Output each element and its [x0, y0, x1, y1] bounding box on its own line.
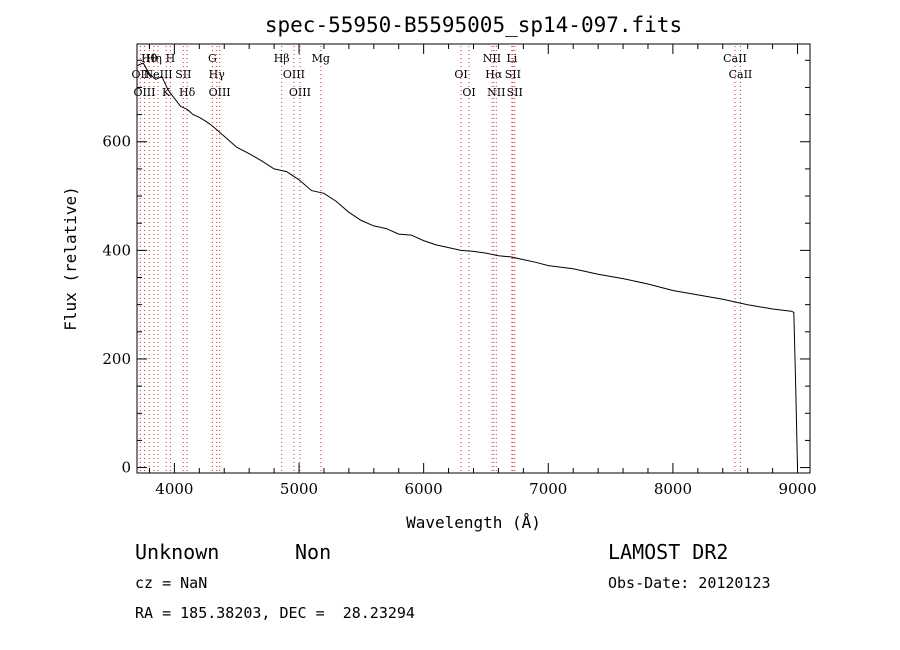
emission-line-label: Hα	[485, 68, 503, 81]
emission-line-label: CaII	[723, 52, 747, 65]
emission-line-label: OIII	[289, 86, 311, 99]
emission-line-label: CaII	[729, 68, 753, 81]
emission-line-label: OIII	[283, 68, 305, 81]
x-tick-label: 6000	[405, 480, 443, 498]
survey-name: LAMOST DR2	[608, 540, 729, 564]
emission-line-label: Hγ	[209, 68, 226, 81]
plot-frame	[136, 43, 811, 474]
x-tick-label: 7000	[529, 480, 567, 498]
object-class: Unknown	[135, 540, 220, 564]
x-tick-label: 8000	[654, 480, 692, 498]
emission-line-label: Li	[506, 52, 517, 65]
emission-line-label: SII	[175, 68, 191, 81]
emission-line-label: SII	[507, 86, 523, 99]
emission-line-label: Hη	[146, 52, 162, 65]
x-tick-label: 5000	[280, 480, 318, 498]
emission-line-labels: Hθ OII OIII Hη NeIII K H SII Hδ G Hγ OIII Hβ OIII OIII…	[132, 52, 753, 99]
emission-line-label: Mg	[312, 52, 330, 65]
x-axis: 4000 5000 6000 7000 8000 9000	[148, 44, 817, 498]
emission-line-label: SII	[505, 68, 521, 81]
emission-line-label: OII	[132, 68, 150, 81]
coordinates: RA = 185.38203, DEC = 28.23294	[135, 604, 415, 622]
redshift-cz: cz = NaN	[135, 574, 208, 592]
emission-line-label: NII	[487, 86, 505, 99]
y-tick-label: 200	[102, 350, 131, 368]
emission-line-label: Hθ	[141, 52, 158, 65]
emission-line-label: K	[162, 86, 171, 99]
emission-line-label: G	[208, 52, 217, 65]
emission-line-label: OI	[454, 68, 467, 81]
spectrum-series-line	[136, 62, 798, 468]
y-axis: 0 200 400 600	[102, 59, 810, 477]
y-tick-label: 0	[121, 459, 131, 477]
emission-line-markers	[139, 46, 741, 471]
observation-date: Obs-Date: 20120123	[608, 574, 771, 592]
emission-line-label: OIII	[133, 86, 155, 99]
y-tick-label: 400	[102, 241, 131, 259]
emission-line-label: NII	[483, 52, 501, 65]
emission-line-label: OI	[462, 86, 475, 99]
x-tick-label: 9000	[778, 480, 816, 498]
emission-line-label: Hβ	[274, 52, 290, 65]
emission-line-label: Hδ	[179, 86, 196, 99]
chart-title: spec-55950-B5595005_sp14-097.fits	[265, 13, 682, 37]
x-axis-title: Wavelength (Å)	[406, 513, 541, 532]
y-tick-label: 600	[102, 133, 131, 151]
emission-line-label: OIII	[209, 86, 231, 99]
object-subclass: Non	[295, 540, 332, 564]
emission-line-label: NeIII	[143, 68, 172, 81]
y-axis-title: Flux (relative)	[61, 186, 80, 331]
emission-line-label: H	[166, 52, 176, 65]
x-tick-label: 4000	[155, 480, 193, 498]
